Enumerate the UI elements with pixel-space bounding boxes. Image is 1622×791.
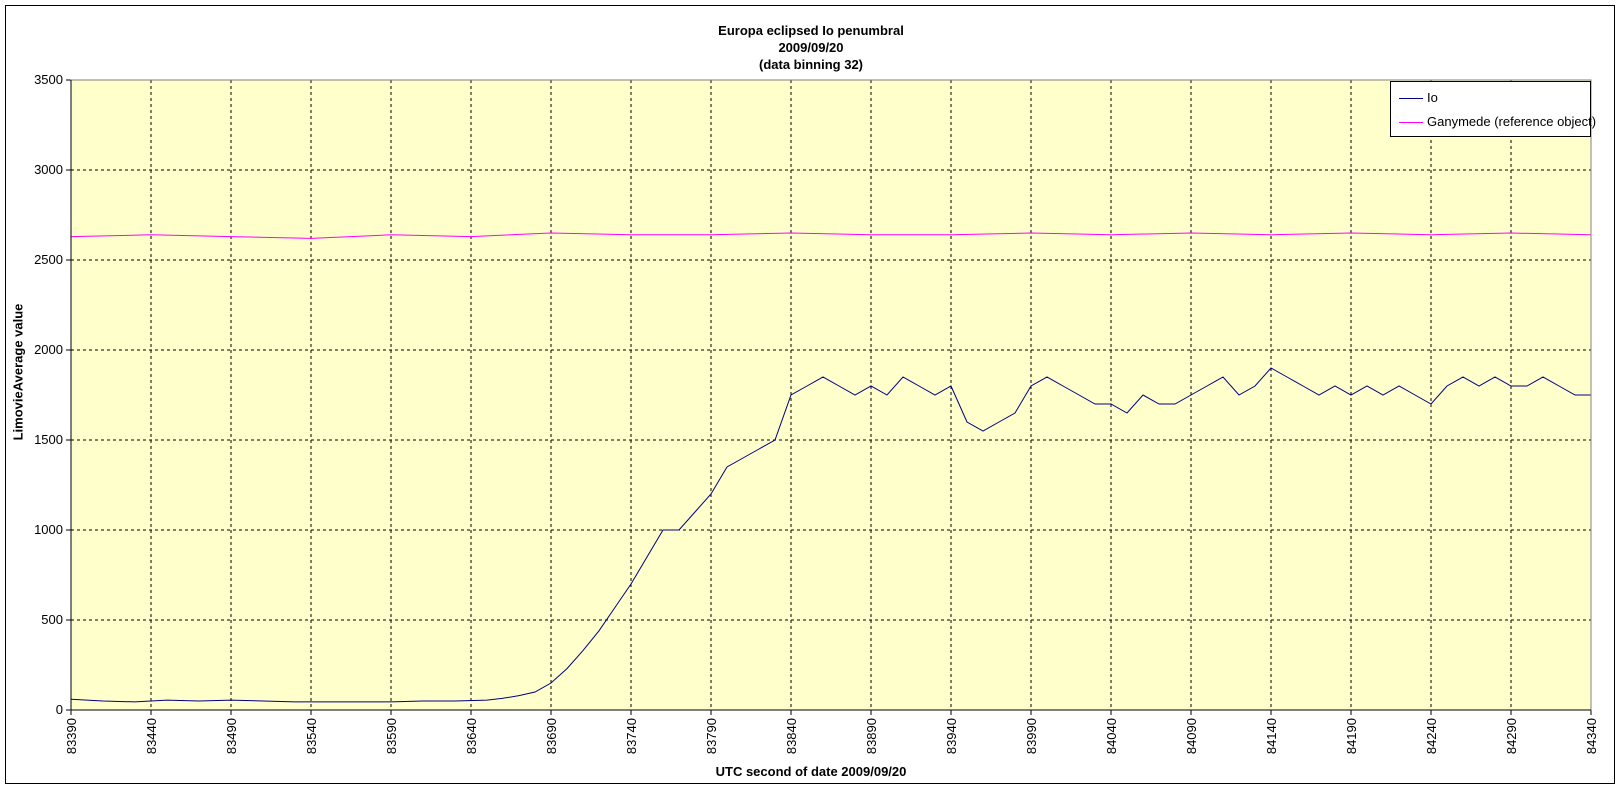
x-tick-label: 83740	[624, 718, 639, 754]
y-tick-label: 1000	[34, 522, 63, 537]
legend-label-ganymede: Ganymede (reference object)	[1427, 114, 1597, 129]
plot-area	[71, 80, 1591, 710]
x-tick-label: 83890	[864, 718, 879, 754]
x-tick-label: 83540	[304, 718, 319, 754]
y-tick-label: 0	[56, 702, 63, 717]
y-tick-label: 3500	[34, 72, 63, 87]
y-axis-label: LimovieAverage value	[10, 303, 26, 441]
x-tick-label: 84290	[1504, 718, 1519, 754]
y-tick-label: 2500	[34, 252, 63, 267]
x-tick-label: 84340	[1584, 718, 1599, 754]
y-tick-label: 1500	[34, 432, 63, 447]
legend-item-io: Io	[1399, 90, 1438, 106]
x-tick-label: 83440	[144, 718, 159, 754]
x-tick-label: 83640	[464, 718, 479, 754]
legend: Io Ganymede (reference object)	[1390, 81, 1596, 137]
x-tick-label: 83790	[704, 718, 719, 754]
x-tick-label: 83390	[64, 718, 79, 754]
x-tick-label: 84190	[1344, 718, 1359, 754]
x-tick-label: 84090	[1184, 718, 1199, 754]
x-tick-label: 83990	[1024, 718, 1039, 754]
x-tick-label: 84040	[1104, 718, 1119, 754]
x-axis-label: UTC second of date 2009/09/20	[715, 764, 907, 779]
x-tick-label: 84240	[1424, 718, 1439, 754]
x-tick-label: 83940	[944, 718, 959, 754]
y-tick-label: 3000	[34, 162, 63, 177]
legend-item-ganymede: Ganymede (reference object)	[1399, 114, 1596, 130]
series-line-ganymede	[70, 232, 1592, 239]
chart-title: Europa eclipsed Io penumbral	[718, 23, 904, 38]
chart-subtitle-binning: (data binning 32)	[759, 57, 863, 72]
legend-label-io: Io	[1427, 90, 1438, 105]
chart-title-block: Europa eclipsed Io penumbral 2009/09/20 …	[0, 22, 1622, 73]
legend-swatch-io	[1399, 98, 1423, 100]
x-tick-label: 83590	[384, 718, 399, 754]
legend-swatch-ganymede	[1399, 122, 1423, 124]
x-tick-label: 83840	[784, 718, 799, 754]
x-tick-label: 83690	[544, 718, 559, 754]
series-line-io	[70, 367, 1591, 703]
x-tick-label: 83490	[224, 718, 239, 754]
y-tick-label: 2000	[34, 342, 63, 357]
x-tick-label: 84140	[1264, 718, 1279, 754]
y-tick-label: 500	[41, 612, 63, 627]
chart-subtitle-date: 2009/09/20	[778, 40, 844, 55]
